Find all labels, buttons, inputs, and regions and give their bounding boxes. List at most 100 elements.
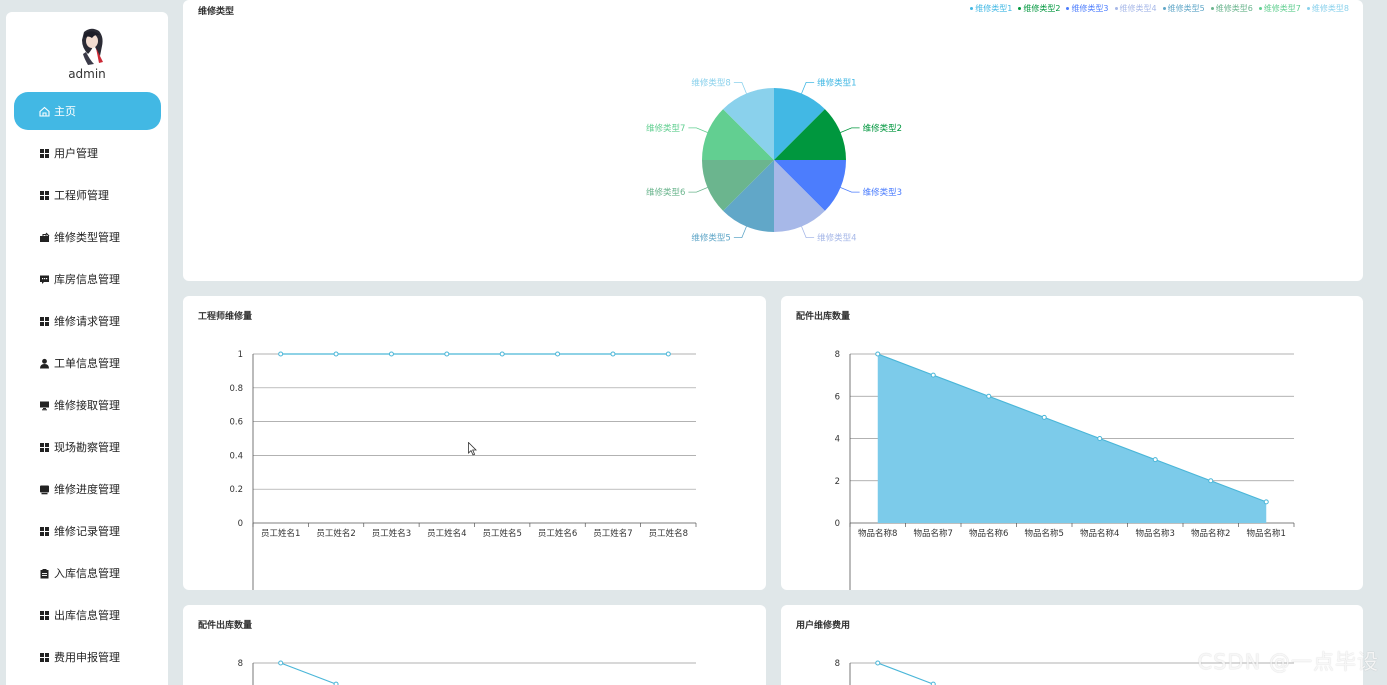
- legend-entry[interactable]: 维修类型5: [1162, 3, 1205, 14]
- sidebar-item-3[interactable]: 工程师管理: [6, 176, 168, 214]
- series-line: [280, 662, 337, 685]
- legend-entry[interactable]: 维修类型7: [1258, 3, 1301, 14]
- slice-label: 维修类型7: [646, 123, 685, 134]
- data-point[interactable]: [930, 681, 936, 685]
- label-leader-line: [840, 187, 860, 193]
- data-point[interactable]: [444, 351, 450, 357]
- data-point[interactable]: [333, 681, 339, 685]
- legend-entry[interactable]: 维修类型4: [1114, 3, 1157, 14]
- pie-slice[interactable]: [774, 109, 846, 160]
- data-point[interactable]: [1208, 478, 1214, 484]
- pie-slice[interactable]: [774, 160, 846, 211]
- legend-swatch: [1258, 7, 1262, 10]
- pie-slice[interactable]: [702, 109, 774, 160]
- chart-title: 维修类型: [198, 7, 235, 17]
- x-tick-label: 员工姓名8: [649, 528, 688, 539]
- legend-swatch: [1018, 7, 1022, 10]
- sidebar-item-label: 工单信息管理: [54, 357, 120, 370]
- data-point[interactable]: [278, 351, 284, 357]
- avatar[interactable]: [70, 24, 112, 66]
- parts-outbound-card-2: 配件出库数量 8: [183, 605, 766, 685]
- data-point[interactable]: [1152, 457, 1158, 463]
- watermark: CSDN @一点毕设: [1197, 650, 1379, 674]
- x-tick-label: 员工姓名1: [261, 528, 300, 539]
- data-point[interactable]: [1263, 499, 1269, 505]
- data-point[interactable]: [499, 351, 505, 357]
- username: admin: [68, 67, 106, 81]
- y-tick-label: 0.2: [229, 485, 243, 495]
- legend-entry[interactable]: 维修类型6: [1210, 3, 1253, 14]
- legend-entry[interactable]: 维修类型8: [1306, 3, 1349, 14]
- y-tick-label: 6: [835, 392, 840, 402]
- data-point[interactable]: [930, 372, 936, 378]
- sidebar-item-11[interactable]: 维修记录管理: [6, 512, 168, 550]
- pie-slice[interactable]: [774, 160, 825, 232]
- sidebar-item-7[interactable]: 工单信息管理: [6, 344, 168, 382]
- pie-slice[interactable]: [702, 160, 774, 211]
- slice-label: 维修类型6: [646, 187, 685, 198]
- parts-outbound-card: 配件出库数量 0 2 4 6 8 物品名称8 物品名称7 物品名称6 物品名称5 物品名称4 物品名…: [781, 296, 1363, 590]
- legend-label: 维修类型3: [1071, 4, 1109, 13]
- legend-label: 维修类型8: [1311, 4, 1349, 13]
- pie-slice[interactable]: [723, 88, 774, 160]
- legend-label: 维修类型1: [975, 4, 1013, 13]
- data-point[interactable]: [665, 351, 671, 357]
- sidebar-item-4[interactable]: 维修类型管理: [6, 218, 168, 256]
- chart-title: 配件出库数量: [198, 621, 253, 631]
- grid-icon: [39, 442, 50, 453]
- data-point[interactable]: [555, 351, 561, 357]
- chart-title: 配件出库数量: [796, 312, 851, 322]
- grid-icon: [39, 526, 50, 537]
- data-point[interactable]: [875, 660, 881, 666]
- x-tick-label: 物品名称5: [1025, 528, 1064, 539]
- legend-label: 维修类型5: [1167, 4, 1205, 13]
- slice-label: 维修类型5: [691, 233, 730, 244]
- y-tick-label: 2: [835, 477, 840, 487]
- line-chart: 8: [238, 659, 696, 685]
- label-leader-line: [801, 226, 815, 239]
- line-chart: 8: [835, 659, 1294, 685]
- data-point[interactable]: [333, 351, 339, 357]
- data-point[interactable]: [875, 351, 881, 357]
- legend-entry[interactable]: 维修类型2: [1018, 3, 1060, 14]
- legend-entry[interactable]: 维修类型1: [970, 3, 1012, 14]
- sidebar-item-9[interactable]: 现场勘察管理: [6, 428, 168, 466]
- mouse-cursor-icon: [468, 442, 477, 456]
- label-leader-line: [688, 127, 708, 133]
- sidebar-item-6[interactable]: 维修请求管理: [6, 302, 168, 340]
- label-leader-line: [688, 187, 708, 193]
- data-point[interactable]: [1041, 414, 1047, 420]
- x-tick-label: 物品名称7: [914, 528, 953, 539]
- data-point[interactable]: [610, 351, 616, 357]
- data-point[interactable]: [1097, 436, 1103, 441]
- grid-icon: [39, 316, 50, 327]
- sidebar-item-10[interactable]: 维修进度管理: [6, 470, 168, 508]
- data-point[interactable]: [278, 660, 284, 666]
- data-point[interactable]: [986, 393, 992, 399]
- x-tick-label: 员工姓名3: [372, 528, 411, 539]
- chart-title: 用户维修费用: [796, 621, 851, 631]
- sidebar-item-8[interactable]: 维修接取管理: [6, 386, 168, 424]
- sidebar-item-1[interactable]: 主页: [14, 92, 161, 130]
- sidebar-item-12[interactable]: 入库信息管理: [6, 554, 168, 592]
- sidebar-item-label: 用户管理: [54, 147, 98, 160]
- label-leader-line: [733, 81, 747, 94]
- legend-entry[interactable]: 维修类型3: [1066, 3, 1109, 14]
- grid-icon: [39, 190, 50, 201]
- sidebar-item-5[interactable]: 库房信息管理: [6, 260, 168, 298]
- legend-swatch: [970, 7, 974, 10]
- legend-label: 维修类型7: [1263, 4, 1301, 13]
- sidebar-item-label: 主页: [54, 105, 76, 118]
- pie-slice[interactable]: [723, 160, 774, 232]
- series-line: [877, 353, 1267, 503]
- sidebar-item-2[interactable]: 用户管理: [6, 134, 168, 172]
- y-tick-label: 0.8: [229, 384, 243, 394]
- sidebar-item-13[interactable]: 出库信息管理: [6, 596, 168, 634]
- pie-slice[interactable]: [774, 88, 825, 160]
- engineer-repair-card: 工程师维修量 0 0.2 0.4 0.6 0.8 1 员工姓名1 员工姓名2 员工姓名3 员工姓名…: [183, 296, 766, 590]
- pie-chart: 维修类型1 维修类型2 维修类型3 维修类型4 维修类型5 维修类型6 维修类型7 维修类型8: [646, 77, 902, 244]
- sidebar-item-14[interactable]: 费用申报管理: [6, 638, 168, 676]
- drive-icon: [39, 484, 50, 495]
- data-point[interactable]: [388, 351, 394, 357]
- sidebar-item-label: 工程师管理: [54, 189, 109, 202]
